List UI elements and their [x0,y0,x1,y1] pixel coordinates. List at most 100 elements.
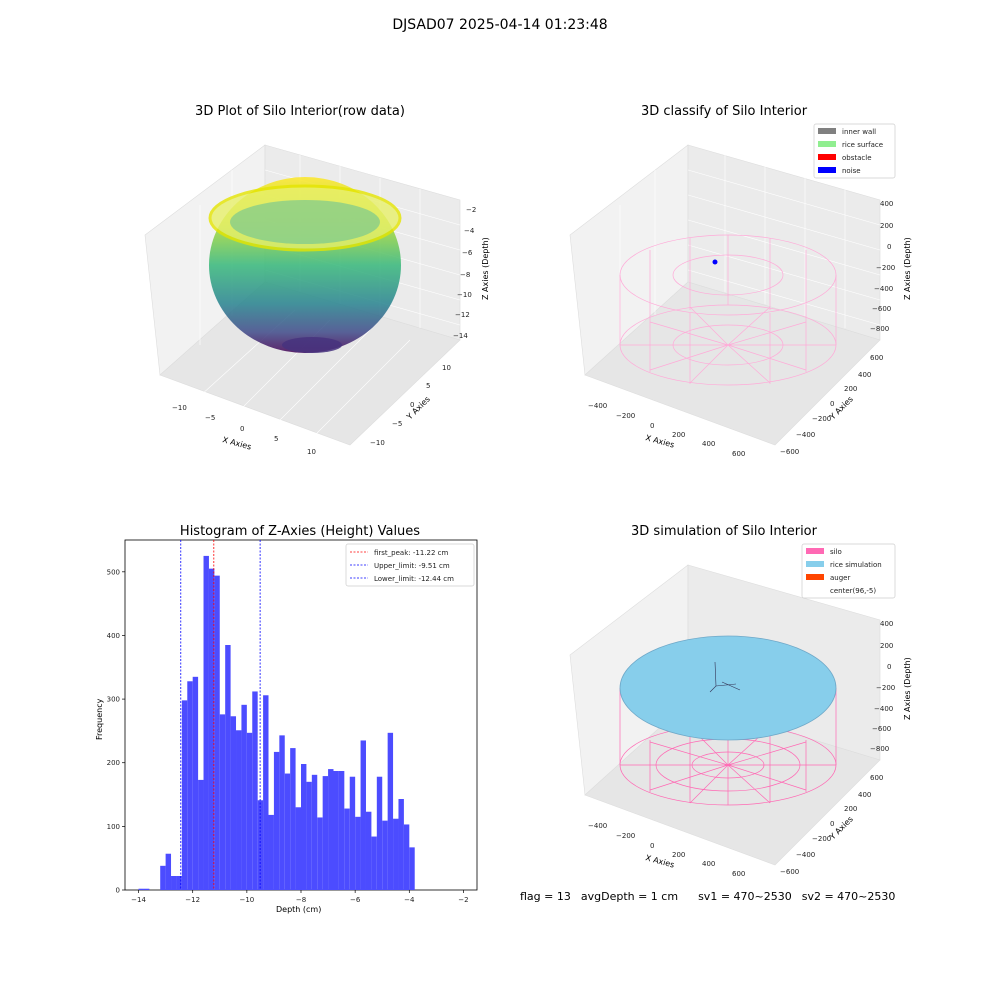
raw-zlabel: Z Axies (Depth) [481,237,490,300]
histogram-xtick-label: −12 [185,896,200,904]
simulation-ytick: 0 [830,820,834,828]
histogram-bar [311,774,318,890]
histogram-bar [317,817,323,890]
classify-ytick: 400 [858,371,871,379]
classify-ztick: −200 [876,264,895,272]
simulation-ztick: −400 [874,705,893,713]
histogram-bar [181,700,188,890]
histogram-xlabel: Depth (cm) [276,905,321,914]
raw-ztick: −2 [466,206,476,214]
raw-ztick: −10 [457,291,472,299]
classify-y-ticks: 600 400 200 0 −200 −400 −600 [780,354,883,456]
classify-legend: inner wall rice surface obstacle noise [813,123,896,179]
simulation-ytick: −200 [812,835,831,843]
histogram-bar [284,773,291,890]
classify-z-ticks: 400 200 0 −200 −400 −600 −800 [870,200,895,333]
simulation-ztick: 200 [880,642,893,650]
raw-ytick: −10 [370,439,385,447]
classify-xtick: 400 [702,440,715,448]
histogram-xtick-label: −8 [296,896,306,904]
histogram-bar [328,769,334,890]
histogram-y-ticks: 0 100 200 300 400 500 [107,568,125,895]
simulation-ytick: 400 [858,791,871,799]
avg-depth-value: avgDepth = 1 cm [580,890,679,903]
raw-ytick: 0 [410,401,414,409]
classify-ztick: −600 [872,305,891,313]
simulation-ytick: −400 [796,851,815,859]
classify-ylabel: Y Axies [827,395,855,423]
simulation-y-ticks: 600 400 200 0 −200 −400 −600 [780,774,883,876]
legend-label-center: center(96,-5) [830,587,876,595]
classify-xtick: −400 [588,402,607,410]
legend-swatch-silo [806,548,824,554]
histogram-bar [355,816,361,890]
histogram-bar [382,820,388,890]
raw-ztick: −12 [455,311,470,319]
histogram-bar [290,748,296,890]
legend-label-lower-limit: Lower_limit: -12.44 cm [374,575,454,583]
raw-bowl-inner [230,200,380,244]
sv1-value: sv1 = 470~2530 [698,890,792,903]
raw-3d-plot: −10 −5 0 5 10 X Axies 10 5 0 −5 −10 Y Ax… [144,144,490,456]
histogram-bar [214,575,220,890]
histogram-bar [365,811,372,890]
raw-ztick: −6 [462,249,473,257]
legend-label-obstacle: obstacle [842,154,872,162]
classify-ytick: 0 [830,400,834,408]
histogram-bar [160,865,166,890]
histogram-title: Histogram of Z-Axies (Height) Values [179,524,421,539]
histogram-ytick-label: 300 [107,696,120,704]
histogram-bar [236,730,242,890]
simulation-xtick: 0 [650,842,654,850]
histogram-bar [241,704,247,890]
simulation-ytick: −600 [780,868,799,876]
legend-swatch-noise [818,167,836,173]
legend-label-noise: noise [842,167,861,175]
histogram-bar [333,771,339,890]
rice-simulation-surface [619,635,837,741]
classify-x-ticks: −400 −200 0 200 400 600 [588,402,745,458]
histogram-xtick-label: −14 [131,896,146,904]
histogram-bars [138,555,415,890]
histogram-bar [301,764,307,890]
raw-xtick: −5 [205,414,215,422]
raw-ytick: 10 [442,364,451,372]
histogram-bar [344,808,350,890]
classify-xtick: −200 [616,412,635,420]
raw-xtick: 5 [274,435,278,443]
histogram-bar [138,888,144,890]
classify-xlabel: X Axies [644,433,675,449]
simulation-ztick: 400 [880,620,893,628]
simulation-xtick: 400 [702,860,715,868]
status-footer: flag = 13 avgDepth = 1 cm sv1 = 470~2530 sv… [520,890,905,903]
simulation-xlabel: X Axies [644,853,675,869]
legend-swatch-auger [806,574,824,580]
flag-value: flag = 13 [520,890,571,903]
sv2-value: sv2 = 470~2530 [801,890,896,903]
histogram-bar [393,818,399,890]
simulation-xtick: −400 [588,822,607,830]
raw-ytick: 5 [426,382,430,390]
histogram-ylabel: Frequency [95,698,104,740]
legend-label-silo: silo [830,548,842,556]
histogram-ytick-label: 100 [107,823,120,831]
simulation-xtick: −200 [616,832,635,840]
histogram-threshold-lines [180,540,261,890]
histogram-bar [398,799,404,890]
simulation-ytick: 200 [844,805,857,813]
figure-suptitle: DJSAD07 2025-04-14 01:23:48 [392,17,608,33]
classify-ztick: −400 [874,285,893,293]
histogram-bar [273,751,280,890]
simulation-ylabel: Y Axies [827,815,855,843]
legend-label-inner-wall: inner wall [842,128,876,136]
simulation-ztick: 0 [887,663,891,671]
histogram-bar [230,716,237,890]
simulation-xtick: 600 [732,870,745,878]
histogram-bar [246,732,253,890]
histogram-bar [371,836,377,890]
classify-xtick: 0 [650,422,654,430]
legend-label-rice-simulation: rice simulation [830,561,882,569]
raw-ztick: −14 [453,332,468,340]
histogram-bar [403,824,410,890]
